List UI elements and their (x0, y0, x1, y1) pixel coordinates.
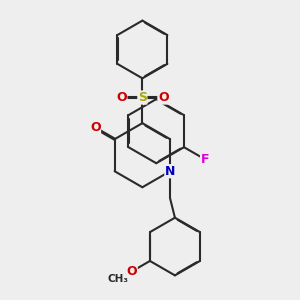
Text: O: O (90, 122, 101, 134)
Text: O: O (116, 91, 127, 104)
Text: O: O (158, 91, 169, 104)
Text: N: N (165, 165, 175, 178)
Text: O: O (127, 265, 137, 278)
Text: F: F (201, 153, 209, 166)
Text: S: S (138, 91, 147, 104)
Text: CH₃: CH₃ (107, 274, 128, 284)
